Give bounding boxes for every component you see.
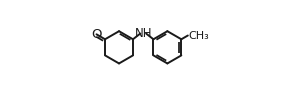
Text: O: O bbox=[91, 28, 102, 41]
Text: CH₃: CH₃ bbox=[188, 30, 209, 41]
Text: NH: NH bbox=[134, 27, 152, 40]
